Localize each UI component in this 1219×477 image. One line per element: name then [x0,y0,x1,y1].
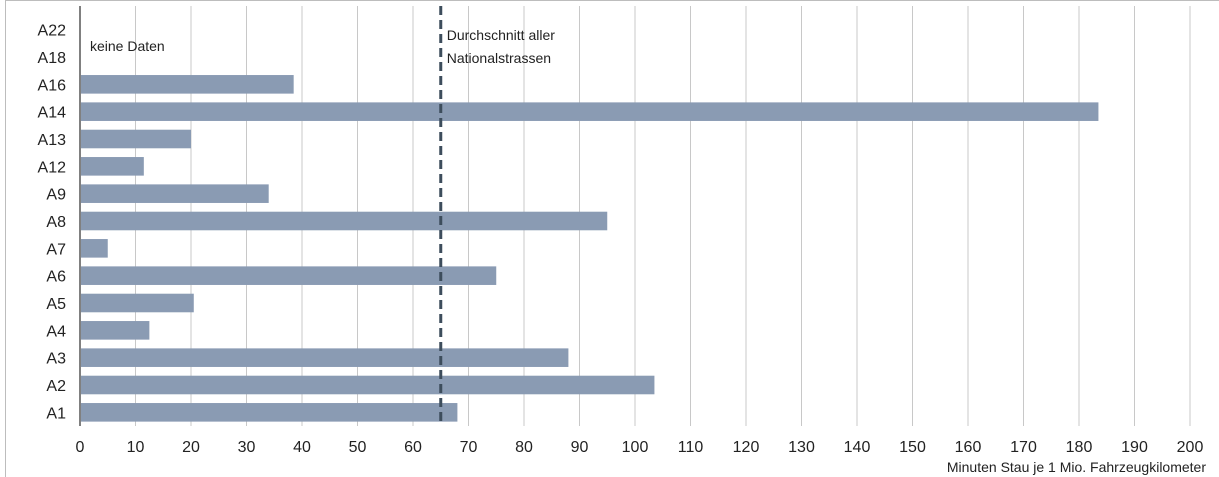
bar [81,239,108,258]
bar [81,293,194,313]
category-label: A8 [46,214,66,231]
bar [81,129,191,149]
x-tick-label: 110 [678,439,704,456]
x-tick-label: 60 [404,439,422,456]
x-axis-title: Minuten Stau je 1 Mio. Fahrzeugkilometer [947,459,1206,475]
bar [81,403,458,422]
x-tick-label: 130 [788,439,815,456]
no-data-label: keine Daten [90,38,165,54]
category-label: A4 [46,323,66,340]
category-label: A22 [38,23,67,40]
bar [81,348,569,367]
chart-frame-top [5,0,1219,1]
bar [81,75,294,94]
bar [81,375,655,395]
x-tick-label: 0 [76,439,85,456]
bar [81,321,150,340]
x-tick-label: 170 [1010,439,1037,456]
y-axis-labels: A22 A18 A16 A14 A13 A12 A9 A8 A7 A6 A5 A4 A3 A2 A1 [38,23,67,423]
x-tick-label: 30 [238,439,256,456]
category-label: A3 [46,351,66,368]
category-label: A13 [38,132,67,149]
category-label: A12 [38,159,67,176]
category-label: A9 [46,187,66,204]
category-label: A1 [46,405,66,422]
category-label: A2 [46,378,66,395]
x-tick-label: 70 [460,439,478,456]
x-tick-label: 10 [127,439,145,456]
category-label: A6 [46,269,66,286]
category-label: A14 [38,105,67,122]
reference-label-line1: Durchschnitt aller [447,27,555,43]
x-tick-label: 200 [1177,439,1204,456]
bars [81,75,1099,422]
x-tick-label: 190 [1121,439,1148,456]
category-label: A18 [38,50,67,67]
bar [81,266,497,285]
chart-frame-left [5,0,6,477]
bar [81,102,1099,121]
x-tick-label: 160 [955,439,982,456]
x-tick-label: 50 [349,439,367,456]
category-label: A5 [46,296,66,313]
x-tick-label: 40 [293,439,311,456]
category-label: A7 [46,241,66,258]
x-tick-label: 80 [515,439,533,456]
x-axis-ticks: 0 10 20 30 40 50 60 70 80 90 100 110 120 130 140 150 160… [76,439,1204,456]
x-tick-label: 150 [899,439,926,456]
bar [81,211,608,231]
bar [81,184,269,203]
bar [81,157,144,176]
x-tick-label: 20 [182,439,200,456]
x-tick-label: 140 [844,439,871,456]
x-tick-label: 180 [1066,439,1093,456]
category-label: A16 [38,77,67,94]
x-tick-label: 100 [622,439,649,456]
x-tick-label: 90 [571,439,589,456]
reference-label-line2: Nationalstrassen [447,50,551,66]
x-tick-label: 120 [733,439,760,456]
